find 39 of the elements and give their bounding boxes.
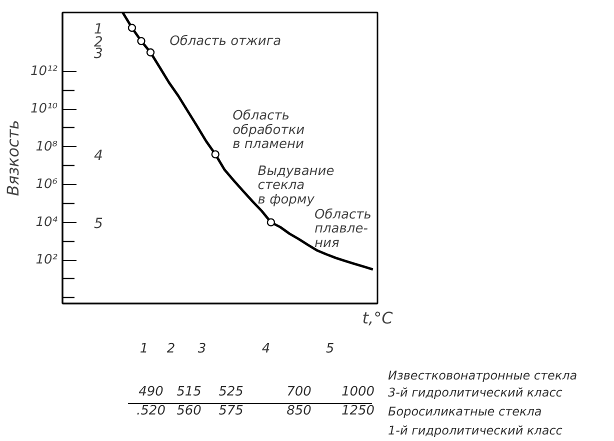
text: 2 (166, 340, 176, 359)
text: 515 (176, 384, 202, 402)
text: 1250 (341, 402, 375, 421)
y-tick-label: 10¹² (30, 64, 58, 79)
text: 850 (286, 402, 312, 421)
point (128, 24, 136, 32)
text: 3 (198, 340, 206, 359)
text: 4 (262, 340, 270, 359)
annotation: 5 (94, 216, 103, 232)
y-axis-title: Вязкость (4, 120, 23, 196)
text: 700 (286, 384, 312, 402)
text: .520 (136, 402, 166, 421)
text: 1000 (341, 384, 375, 402)
annotation: 1 (94, 21, 103, 38)
y-tick-label: 10⁶ (36, 177, 58, 192)
annotation: Выдувание стекла в форму (258, 164, 334, 208)
annotation: 4 (94, 148, 103, 164)
y-tick-label: 10⁸ (36, 139, 58, 154)
point (211, 150, 220, 158)
point (137, 36, 146, 46)
y-tick-label: 10² (36, 252, 58, 268)
text: 575 (218, 402, 244, 421)
annotation: Область отжига (170, 34, 282, 50)
text: Известковонатронные стекла (388, 367, 578, 384)
annotation: Область плавле- ния (314, 207, 372, 251)
x-axis-title: t,°C (362, 308, 394, 328)
annotation: Область обработки в пламени (232, 108, 305, 152)
text: 1-й гидролитический класс (388, 422, 562, 440)
text: 525 (218, 384, 244, 402)
text: 490 (138, 384, 164, 402)
point (266, 218, 276, 226)
point (146, 48, 155, 56)
y-tick-label: 10¹⁰ (30, 102, 58, 117)
y-tick-label: 10⁴ (36, 214, 58, 230)
text: 1 (140, 340, 148, 359)
text: Боросиликатные стекла (388, 403, 542, 420)
text: 560 (176, 402, 202, 421)
text: 5 (326, 340, 334, 359)
text: 3-й гидролитический класс (388, 384, 562, 402)
